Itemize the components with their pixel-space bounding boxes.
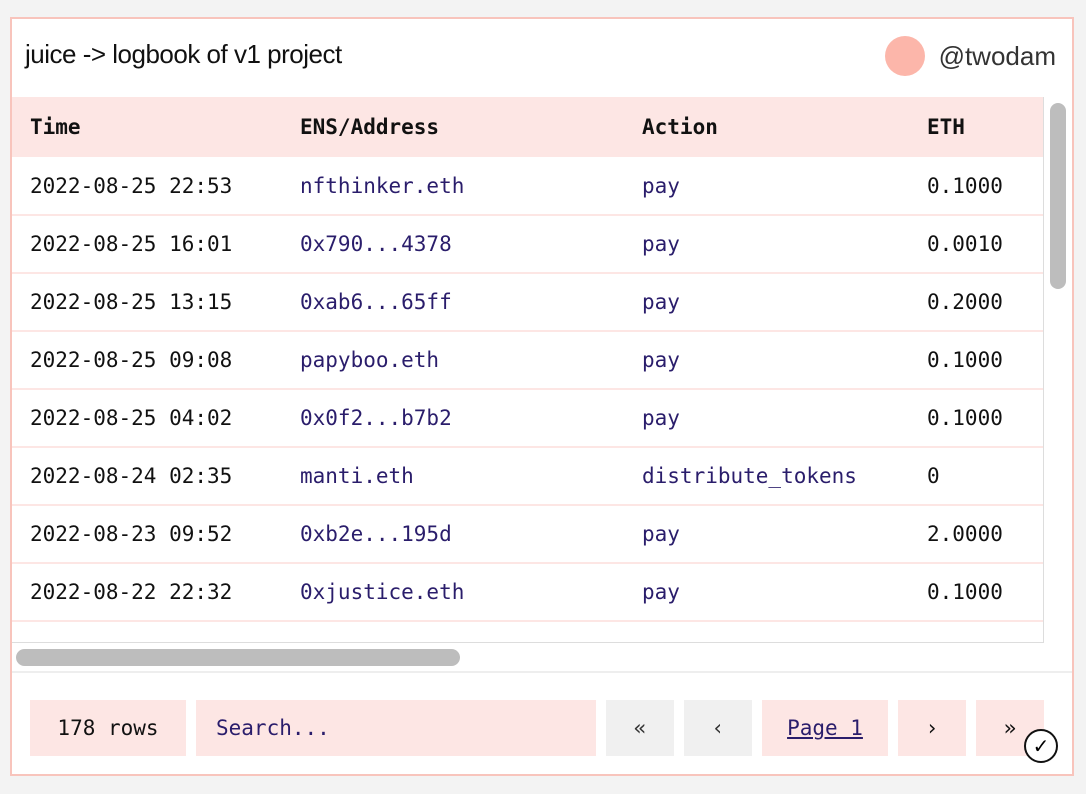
time-cell: 2022-08-23 09:52 (12, 505, 282, 564)
address-cell[interactable]: manti.eth (282, 447, 624, 506)
time-cell: 2022-08-25 04:02 (12, 389, 282, 448)
action-cell: pay (624, 331, 909, 390)
table-row: 2022-08-23 09:52 0xb2e...195d pay 2.0000 (12, 505, 1043, 564)
address-cell[interactable]: 0xab6...65ff (282, 273, 624, 332)
first-page-button[interactable]: « (606, 700, 674, 756)
time-cell: 2022-08-24 02:35 (12, 447, 282, 506)
eth-cell: 0.1000 (909, 563, 1043, 622)
last-page-button[interactable]: » (976, 700, 1044, 756)
action-cell: pay (624, 215, 909, 274)
table-row: 2022-08-25 22:53 nfthinker.eth pay 0.1000 (12, 157, 1043, 216)
eth-cell: 2.0000 (909, 505, 1043, 564)
table-row: 2022-08-25 04:02 0x0f2...b7b2 pay 0.1000 (12, 389, 1043, 448)
column-header[interactable]: Time (12, 97, 282, 157)
horizontal-scrollbar[interactable] (16, 649, 460, 666)
time-cell: 2022-08-25 22:53 (12, 157, 282, 216)
eth-cell: 0 (909, 447, 1043, 506)
table-row: 2022-08-24 02:35 manti.eth distribute_toke… (12, 447, 1043, 506)
eth-cell: 0.2000 (909, 273, 1043, 332)
table-row: 2022-08-22 22:32 0xjustice.eth pay 0.1000 (12, 563, 1043, 622)
username: @twodam (938, 40, 1056, 71)
address-cell[interactable]: nfthinker.eth (282, 157, 624, 216)
address-cell[interactable]: 0x790...4378 (282, 215, 624, 274)
search-input[interactable]: Search... (196, 700, 596, 756)
logbook-card: juice -> logbook of v1 project @twodam T… (10, 17, 1074, 776)
table-row: 2022-08-25 16:01 0x790...4378 pay 0.0010 (12, 215, 1043, 274)
eth-cell: 0.1000 (909, 331, 1043, 390)
column-header[interactable]: Action (624, 97, 909, 157)
page-title: juice -> logbook of v1 project (25, 39, 342, 69)
eth-cell: 0.0010 (909, 215, 1043, 274)
check-circle-icon: ✓ (1024, 729, 1058, 763)
eth-cell: 0.1000 (909, 389, 1043, 448)
table-container: Time ENS/Address Action ETH 2022-08-25 22:5… (12, 97, 1044, 643)
address-cell[interactable]: papyboo.eth (282, 331, 624, 390)
action-cell: distribute_tokens (624, 447, 909, 506)
table-row: 2022-08-25 13:15 0xab6...65ff pay 0.2000 (12, 273, 1043, 332)
next-page-button[interactable]: › (898, 700, 966, 756)
eth-cell: 0.1000 (909, 157, 1043, 216)
vertical-scrollbar[interactable] (1050, 103, 1066, 289)
table-row: 2022-08-25 09:08 papyboo.eth pay 0.1000 (12, 331, 1043, 390)
column-header[interactable]: ENS/Address (282, 97, 624, 157)
column-header[interactable]: ETH (909, 97, 1043, 157)
action-cell: pay (624, 505, 909, 564)
address-cell[interactable]: 0xjustice.eth (282, 563, 624, 622)
avatar (884, 36, 925, 76)
time-cell: 2022-08-22 22:32 (12, 563, 282, 622)
address-cell[interactable]: 0xb2e...195d (282, 505, 624, 564)
action-cell: pay (624, 563, 909, 622)
action-cell: pay (624, 273, 909, 332)
time-cell: 2022-08-25 13:15 (12, 273, 282, 332)
action-cell: pay (624, 157, 909, 216)
page-indicator[interactable]: Page 1 (762, 700, 888, 756)
logbook-table: Time ENS/Address Action ETH 2022-08-25 22:5… (12, 97, 1043, 622)
time-cell: 2022-08-25 09:08 (12, 331, 282, 390)
time-cell: 2022-08-25 16:01 (12, 215, 282, 274)
action-cell: pay (624, 389, 909, 448)
prev-page-button[interactable]: ‹ (684, 700, 752, 756)
user-badge[interactable]: @twodam (884, 36, 1056, 76)
row-count: 178 rows (30, 700, 186, 756)
divider (12, 671, 1072, 673)
address-cell[interactable]: 0x0f2...b7b2 (282, 389, 624, 448)
